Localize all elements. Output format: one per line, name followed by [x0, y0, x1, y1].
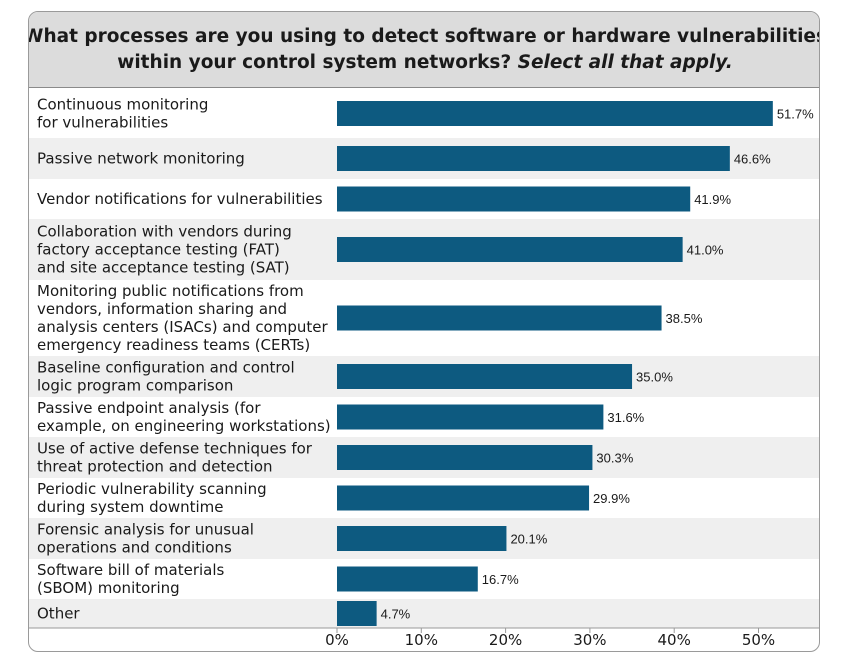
- x-tick-label: 10%: [405, 631, 438, 649]
- value-label: 4.7%: [381, 607, 411, 622]
- category-label: example, on engineering workstations): [37, 417, 331, 435]
- value-label: 38.5%: [666, 311, 703, 326]
- value-label: 35.0%: [636, 370, 673, 385]
- category-label: threat protection and detection: [37, 458, 273, 476]
- category-label: Monitoring public notifications from: [37, 282, 304, 300]
- x-tick-label: 0%: [325, 631, 349, 649]
- category-label: during system downtime: [37, 498, 224, 516]
- chart-title-question: within your control system networks?: [117, 51, 512, 73]
- value-label: 41.0%: [687, 243, 724, 258]
- x-tick-label: 30%: [573, 631, 606, 649]
- category-label: Other: [37, 605, 80, 623]
- chart-frame: What processes are you using to detect s…: [28, 11, 820, 652]
- category-label: Collaboration with vendors during: [37, 223, 292, 241]
- bar: [337, 186, 691, 212]
- bar: [337, 526, 507, 551]
- category-label: for vulnerabilities: [37, 114, 168, 132]
- category-label: logic program comparison: [37, 377, 233, 395]
- value-label: 31.6%: [607, 410, 644, 425]
- title-box: What processes are you using to detect s…: [28, 12, 820, 88]
- bar: [337, 601, 377, 626]
- bar: [337, 305, 662, 331]
- bar: [337, 237, 683, 262]
- category-label: (SBOM) monitoring: [37, 579, 180, 597]
- category-label: and site acceptance testing (SAT): [37, 259, 290, 277]
- value-label: 46.6%: [734, 152, 771, 167]
- bar: [337, 445, 593, 470]
- category-label: Baseline configuration and control: [37, 359, 295, 377]
- x-tick-label: 20%: [489, 631, 522, 649]
- x-tick-label: 50%: [742, 631, 775, 649]
- category-label: Periodic vulnerability scanning: [37, 480, 267, 498]
- chart-title-instruction: Select all that apply.: [517, 51, 733, 73]
- bar: [337, 485, 590, 511]
- category-label: Continuous monitoring: [37, 96, 208, 114]
- value-label: 20.1%: [510, 532, 547, 547]
- category-label: Forensic analysis for unusual: [37, 521, 254, 539]
- category-label: analysis centers (ISACs) and computer: [37, 318, 328, 336]
- value-label: 29.9%: [593, 491, 630, 506]
- row-band: [29, 599, 819, 628]
- value-label: 30.3%: [596, 451, 633, 466]
- category-label: Passive endpoint analysis (for: [37, 399, 261, 417]
- category-label: vendors, information sharing and: [37, 300, 287, 318]
- chart-title-line2: within your control system networks? Sel…: [117, 50, 733, 76]
- chart-title-line1: What processes are you using to detect s…: [28, 25, 820, 47]
- value-label: 16.7%: [482, 572, 519, 587]
- category-label: Passive network monitoring: [37, 150, 245, 168]
- category-label: Use of active defense techniques for: [37, 440, 313, 458]
- bar: [337, 146, 730, 171]
- category-label: emergency readiness teams (CERTs): [37, 336, 310, 354]
- category-label: Software bill of materials: [37, 561, 225, 579]
- category-label: operations and conditions: [37, 539, 232, 557]
- bar: [337, 364, 633, 389]
- category-label: factory acceptance testing (FAT): [37, 241, 280, 259]
- bar: [337, 404, 604, 430]
- category-label: Vendor notifications for vulnerabilities: [37, 190, 323, 208]
- bar: [337, 101, 773, 126]
- bar: [337, 566, 478, 592]
- value-label: 51.7%: [777, 107, 814, 122]
- value-label: 41.9%: [694, 192, 731, 207]
- x-tick-label: 40%: [658, 631, 691, 649]
